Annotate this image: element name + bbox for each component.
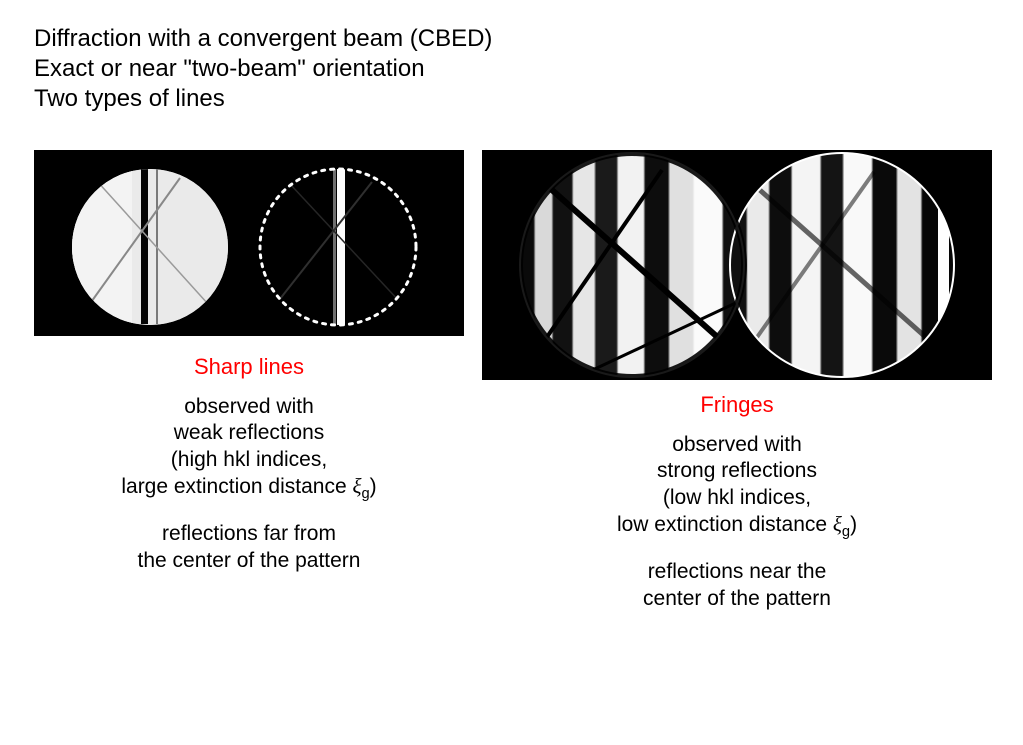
caption-block-sharp-2: reflections far from the center of the p… (34, 521, 464, 574)
figure-fringes (482, 150, 992, 380)
xi-subscript: g (361, 486, 369, 502)
cap-line: reflections near the (482, 559, 992, 585)
cap-text: ) (850, 513, 857, 536)
cap-line: strong reflections (482, 458, 992, 484)
header-line-1: Diffraction with a convergent beam (CBED… (34, 24, 993, 54)
cap-line: the center of the pattern (34, 548, 464, 574)
cap-line: center of the pattern (482, 586, 992, 612)
caption-title-sharp: Sharp lines (34, 354, 464, 380)
caption-block-fringes-2: reflections near the center of the patte… (482, 559, 992, 612)
cap-line: observed with (482, 432, 992, 458)
cap-line: large extinction distance ξg) (34, 473, 464, 504)
cap-line: (high hkl indices, (34, 447, 464, 473)
xi-subscript: g (842, 524, 850, 540)
cap-line: (low hkl indices, (482, 485, 992, 511)
figure-sharp-lines (34, 150, 464, 336)
cap-line: weak reflections (34, 420, 464, 446)
xi-symbol: ξ (833, 512, 842, 536)
cap-line: observed with (34, 394, 464, 420)
caption-title-fringes: Fringes (482, 392, 992, 418)
cap-text: ) (370, 475, 377, 498)
panel-sharp-lines: Sharp lines observed with weak reflectio… (34, 150, 464, 630)
cap-text: large extinction distance (121, 475, 352, 498)
caption-block-fringes-1: observed with strong reflections (low hk… (482, 432, 992, 541)
cap-line: low extinction distance ξg) (482, 511, 992, 542)
panel-fringes: Fringes observed with strong reflections… (482, 150, 992, 630)
header-line-2: Exact or near "two-beam" orientation (34, 54, 993, 84)
caption-block-sharp-1: observed with weak reflections (high hkl… (34, 394, 464, 503)
cap-line: reflections far from (34, 521, 464, 547)
cap-text: low extinction distance (617, 513, 833, 536)
header-line-3: Two types of lines (34, 84, 993, 114)
header: Diffraction with a convergent beam (CBED… (34, 24, 993, 114)
